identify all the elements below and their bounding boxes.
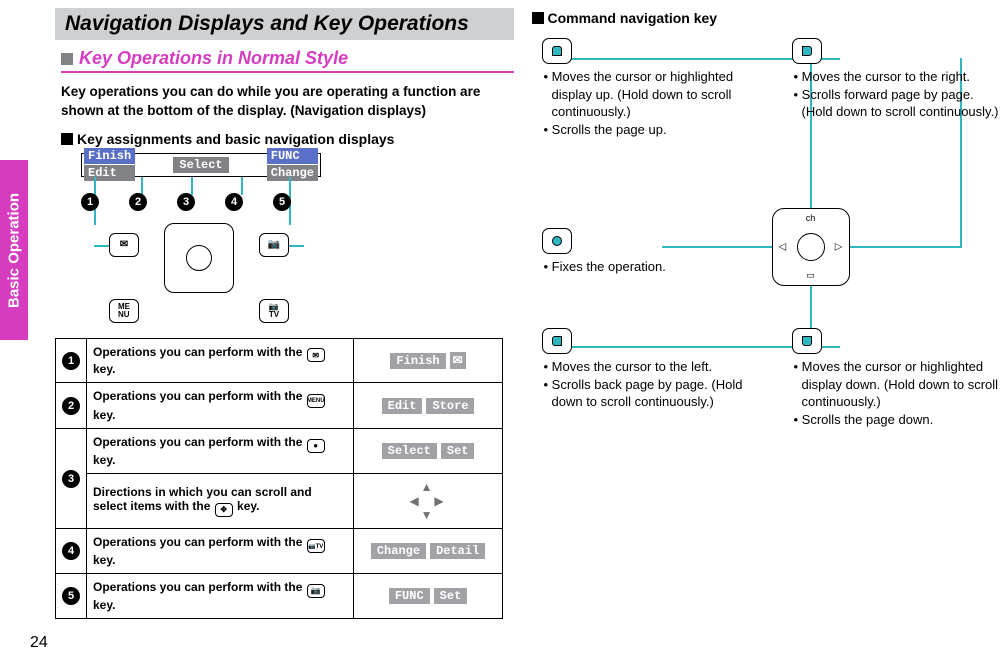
row-desc: Directions in which you can scroll and s…	[87, 473, 354, 528]
mail-key-icon: ✉	[307, 348, 325, 362]
subhead-text: Key Operations in Normal Style	[79, 48, 348, 69]
table-row: 4 Operations you can perform with the 📷T…	[56, 528, 503, 574]
callout-1: 1	[81, 193, 99, 211]
heading-command-nav: Command navigation key	[532, 10, 985, 26]
table-row: 1 Operations you can perform with the ✉ …	[56, 338, 503, 383]
heading-key-assignments: Key assignments and basic navigation dis…	[61, 131, 508, 147]
center-key-icon: ●	[307, 439, 325, 453]
callout-2: 2	[129, 193, 147, 211]
page-number: 24	[30, 634, 48, 652]
callout-3: 3	[177, 193, 195, 211]
nav-down-block: Moves the cursor or highlighted display …	[792, 328, 1000, 428]
camera-key-icon: 📷	[307, 584, 325, 598]
nav-up-block: Moves the cursor or highlighted display …	[542, 38, 762, 138]
mail-key-icon: ✉	[109, 233, 139, 257]
row-num-4: 4	[62, 542, 80, 560]
connector-line	[850, 246, 960, 248]
menu-key-icon: MENU	[109, 299, 139, 323]
softkey-bar: Finish Edit Select FUNC Change	[81, 153, 321, 177]
row-desc: Operations you can perform with the MENU…	[87, 383, 354, 429]
table-row: 3 Operations you can perform with the ● …	[56, 429, 503, 474]
row-desc: Operations you can perform with the ● ke…	[87, 429, 354, 474]
row-arrows: ▲◀ ▶▼	[354, 473, 503, 528]
nav-right-block: Moves the cursor to the right. Scrolls f…	[792, 38, 1000, 121]
section-subhead: Key Operations in Normal Style	[61, 48, 514, 73]
nav-down-item: Scrolls the page down.	[792, 411, 1000, 429]
table-row: 5 Operations you can perform with the 📷 …	[56, 574, 503, 619]
row-tags: ChangeDetail	[354, 528, 503, 574]
softkey-func: FUNC	[267, 148, 318, 164]
dpad-icon	[164, 223, 234, 293]
softkey-diagram: Finish Edit Select FUNC Change 1 2 3 4	[61, 153, 371, 328]
down-key-icon	[792, 328, 822, 354]
row-tags: FUNCSet	[354, 574, 503, 619]
up-key-icon	[542, 38, 572, 64]
tv-key-icon: 📷TV	[307, 539, 325, 553]
keypad-diagram: ✉ 📷 MENU 📷TV	[109, 223, 289, 323]
black-square-icon	[532, 12, 544, 24]
row-num-2: 2	[62, 397, 80, 415]
connector-line	[94, 245, 109, 247]
menu-key-icon: MENU	[307, 394, 325, 408]
right-column: Command navigation key ch ◁ ▷ ▭ Moves th…	[532, 8, 991, 652]
operations-table: 1 Operations you can perform with the ✉ …	[55, 338, 503, 619]
tv-key-icon: 📷TV	[259, 299, 289, 323]
black-square-icon	[61, 133, 73, 145]
softkey-select: Select	[173, 157, 228, 173]
row-num-3: 3	[62, 470, 80, 488]
callout-4: 4	[225, 193, 243, 211]
nav-up-item: Moves the cursor or highlighted display …	[542, 68, 762, 121]
row-num-5: 5	[62, 587, 80, 605]
table-row: Directions in which you can scroll and s…	[56, 473, 503, 528]
nav-down-item: Moves the cursor or highlighted display …	[792, 358, 1000, 411]
book-icon: ▭	[806, 270, 815, 281]
softkey-change: Change	[267, 165, 318, 181]
row-tags: Finish✉	[354, 338, 503, 383]
row-desc: Operations you can perform with the 📷 ke…	[87, 574, 354, 619]
heading-text: Command navigation key	[548, 10, 718, 26]
connector-line	[289, 245, 304, 247]
row-tags: SelectSet	[354, 429, 503, 474]
nav-up-item: Scrolls the page up.	[542, 121, 762, 139]
right-key-icon	[792, 38, 822, 64]
left-key-icon	[542, 328, 572, 354]
nav-left-block: Moves the cursor to the left. Scrolls ba…	[542, 328, 762, 411]
nav-left-item: Scrolls back page by page. (Hold down to…	[542, 376, 762, 411]
camera-key-icon: 📷	[259, 233, 289, 257]
row-desc: Operations you can perform with the ✉ ke…	[87, 338, 354, 383]
right-arrow-icon: ▷	[835, 242, 843, 253]
row-desc: Operations you can perform with the 📷TV …	[87, 528, 354, 574]
ch-label: ch	[806, 213, 816, 223]
left-arrow-icon: ◁	[779, 242, 787, 253]
page-title: Navigation Displays and Key Operations	[55, 8, 514, 40]
nav-left-item: Moves the cursor to the left.	[542, 358, 762, 376]
nav-center-block: Fixes the operation.	[542, 228, 722, 276]
side-tab-basic-operation: Basic Operation	[0, 160, 28, 340]
intro-text: Key operations you can do while you are …	[61, 83, 508, 121]
heading2-text: Key assignments and basic navigation dis…	[77, 131, 394, 147]
nav-right-item: Scrolls forward page by page. (Hold down…	[792, 86, 1000, 121]
callout-5: 5	[273, 193, 291, 211]
callout-numbers: 1 2 3 4 5	[81, 193, 291, 211]
square-bullet-icon	[61, 53, 73, 65]
left-column: Navigation Displays and Key Operations K…	[55, 8, 514, 652]
table-row: 2 Operations you can perform with the ME…	[56, 383, 503, 429]
row-tags: EditStore	[354, 383, 503, 429]
nav-right-item: Moves the cursor to the right.	[792, 68, 1000, 86]
two-column-layout: Navigation Displays and Key Operations K…	[55, 8, 990, 652]
row-num-1: 1	[62, 352, 80, 370]
dpad-key-icon: ✥	[215, 503, 233, 517]
center-key-icon	[542, 228, 572, 254]
softkey-edit: Edit	[84, 165, 135, 181]
softkey-finish: Finish	[84, 148, 135, 164]
nav-center-item: Fixes the operation.	[542, 258, 722, 276]
nav-dpad-big-icon: ch ◁ ▷ ▭	[772, 208, 850, 286]
